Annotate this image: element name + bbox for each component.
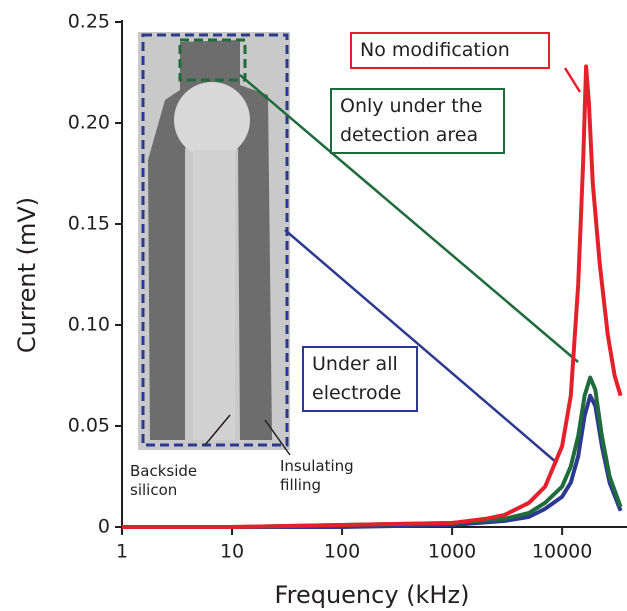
x-tick-label: 10000 bbox=[532, 541, 592, 563]
inset-track bbox=[193, 150, 235, 440]
x-tick-label: 10 bbox=[220, 541, 244, 563]
legend-box: Under all electrode bbox=[302, 346, 418, 412]
leader-line bbox=[563, 67, 582, 93]
legend-box: Only under the detection area bbox=[330, 88, 505, 154]
y-tick-label: 0.15 bbox=[68, 213, 110, 235]
y-tick-label: 0.25 bbox=[68, 11, 110, 33]
y-tick-label: 0.10 bbox=[68, 314, 110, 336]
leader-line bbox=[284, 229, 558, 464]
y-tick-label: 0.05 bbox=[68, 415, 110, 437]
inset-label: Insulating filling bbox=[280, 457, 354, 494]
inset-image bbox=[138, 32, 291, 456]
x-tick-label: 100 bbox=[324, 541, 360, 563]
detection-area-outline bbox=[178, 38, 247, 82]
series-line bbox=[122, 64, 623, 529]
pointer bbox=[264, 419, 291, 456]
x-tick-label: 1000 bbox=[428, 541, 476, 563]
legend-box: No modification bbox=[350, 32, 550, 69]
y-tick-label: 0.20 bbox=[68, 112, 110, 134]
y-axis-label: Current (mV) bbox=[13, 197, 41, 353]
leader-line bbox=[239, 74, 579, 363]
x-axis-label: Frequency (kHz) bbox=[275, 581, 470, 609]
inset-pad bbox=[174, 82, 250, 158]
x-tick-label: 1 bbox=[116, 541, 128, 563]
inset-label: Backside silicon bbox=[130, 462, 198, 499]
inset-outline bbox=[141, 33, 289, 447]
pointer bbox=[204, 414, 231, 446]
y-tick-label: 0 bbox=[98, 516, 110, 538]
